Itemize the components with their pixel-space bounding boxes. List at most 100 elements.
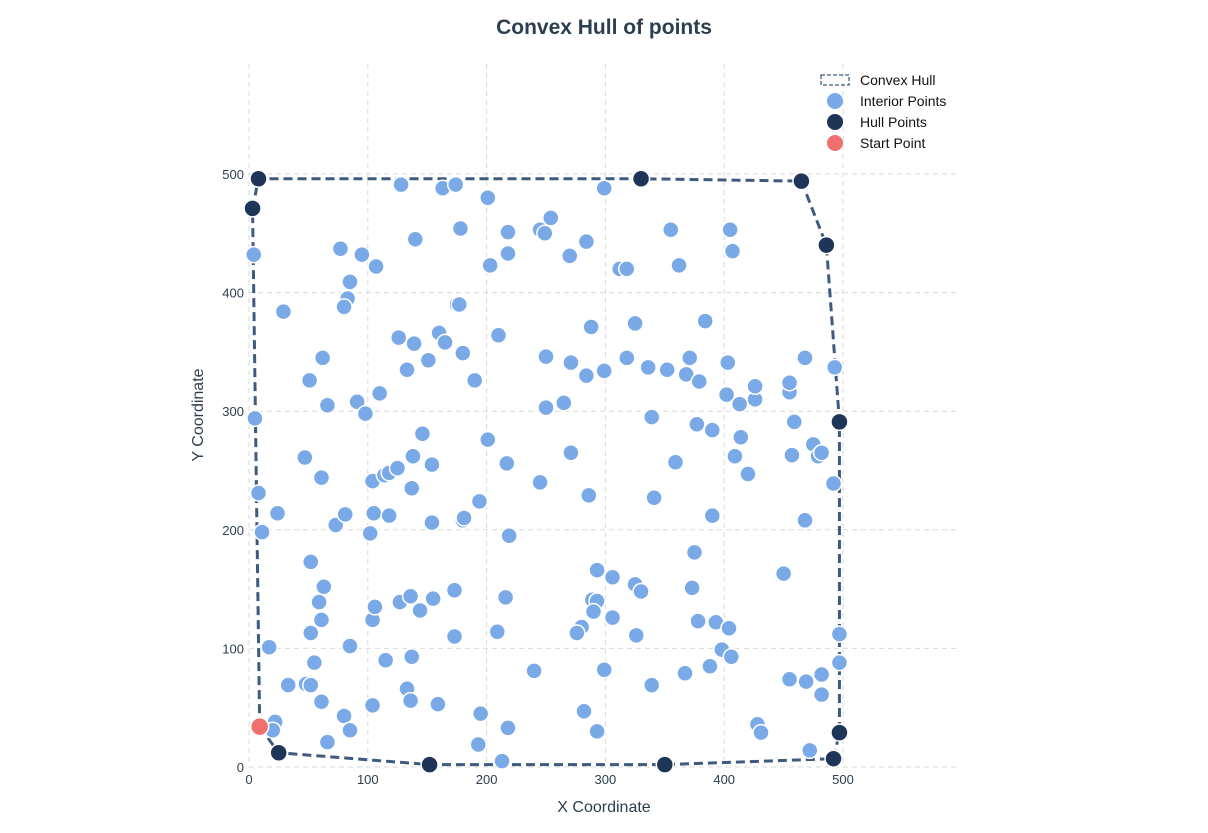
legend-swatch-interior-points (827, 93, 843, 109)
interior-point (376, 651, 395, 670)
interior-point (488, 623, 507, 641)
legend-swatch-hull-points (827, 114, 843, 130)
interior-point (300, 371, 319, 390)
interior-point (310, 593, 328, 611)
interior-point (642, 676, 661, 694)
interior-point (670, 256, 688, 275)
interior-point (363, 696, 382, 715)
interior-point (249, 484, 268, 502)
interior-point (336, 505, 354, 524)
interior-point (353, 245, 371, 264)
interior-point (367, 257, 385, 276)
interior-point (525, 662, 543, 680)
interior-point (723, 242, 742, 260)
interior-point (666, 453, 685, 471)
interior-point (780, 373, 799, 392)
interior-point (642, 408, 661, 426)
legend-swatch-convex-hull (820, 74, 850, 86)
interior-point (568, 624, 586, 642)
interior-point (531, 473, 549, 492)
x-axis-label: X Coordinate (557, 799, 650, 816)
interior-point (632, 582, 650, 601)
interior-point (830, 625, 849, 643)
interior-point (279, 676, 297, 694)
interior-point (315, 577, 333, 596)
interior-point (302, 624, 320, 642)
hull-point (243, 199, 262, 218)
interior-point (413, 424, 432, 443)
interior-point (812, 665, 831, 684)
interior-point (584, 602, 603, 621)
hull-point (249, 169, 268, 188)
interior-point (500, 526, 518, 545)
interior-point (341, 273, 359, 291)
interior-point (405, 334, 423, 353)
interior-point (366, 598, 384, 616)
interior-point (796, 349, 814, 367)
interior-point (825, 358, 844, 377)
points-layer (243, 169, 849, 774)
interior-point (717, 385, 736, 404)
interior-point (403, 479, 421, 498)
legend: Convex Hull Interior Points Hull Points Sta… (820, 72, 946, 151)
interior-point (696, 312, 714, 330)
interior-point (318, 396, 337, 415)
x-tick-label: 200 (476, 772, 498, 787)
x-tick-label: 500 (832, 772, 854, 787)
interior-point (245, 245, 263, 264)
interior-point (595, 179, 613, 197)
interior-point (380, 506, 398, 525)
interior-point (356, 404, 375, 423)
interior-point (739, 465, 757, 483)
interior-point (274, 302, 293, 321)
y-tick-label: 100 (222, 641, 244, 656)
interior-point (774, 564, 793, 583)
interior-point (752, 723, 770, 742)
interior-point (470, 492, 489, 511)
interior-point (406, 230, 425, 248)
interior-point (348, 392, 366, 411)
interior-point (479, 188, 497, 207)
interior-point (302, 553, 320, 571)
start-point (249, 716, 270, 737)
hull-point (420, 755, 439, 774)
interior-point (797, 672, 815, 691)
hull-point (655, 755, 675, 774)
interior-point (661, 220, 680, 239)
interior-point (603, 608, 622, 627)
interior-point (721, 220, 739, 239)
interior-point (796, 511, 814, 530)
interior-point (489, 326, 508, 345)
interior-point (312, 693, 331, 711)
interior-point (370, 384, 389, 403)
interior-point (296, 448, 314, 467)
interior-point (419, 351, 438, 369)
interior-point (424, 589, 442, 608)
interior-point (423, 513, 441, 532)
interior-point (429, 695, 447, 713)
interior-point (603, 568, 622, 586)
interior-point (732, 428, 750, 447)
interior-point (746, 377, 764, 396)
legend-label: Hull Points (860, 114, 927, 130)
interior-point (562, 353, 580, 372)
interior-point (312, 468, 331, 487)
interior-point (626, 314, 644, 333)
hull-point (830, 723, 849, 742)
interior-point (318, 733, 337, 751)
interior-point (683, 579, 701, 597)
interior-point (618, 260, 636, 278)
chart-title: Convex Hull of points (496, 16, 712, 39)
interior-point (455, 509, 473, 527)
interior-point (493, 752, 511, 770)
interior-point (689, 612, 707, 630)
interior-point (305, 653, 324, 672)
interior-point (645, 489, 663, 507)
interior-point (499, 719, 517, 737)
interior-point (588, 722, 606, 741)
interior-point (398, 360, 416, 379)
hull-point (817, 235, 836, 255)
interior-point (411, 601, 429, 620)
